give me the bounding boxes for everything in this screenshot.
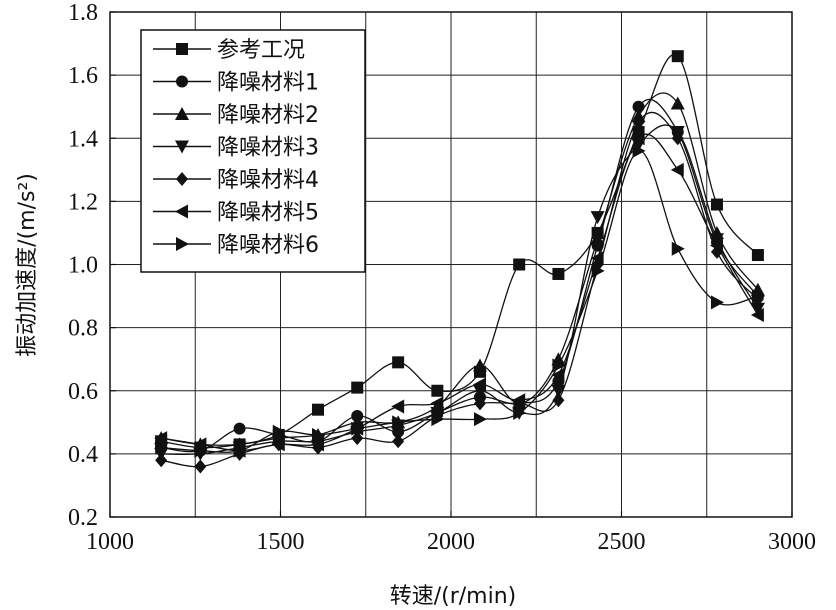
data-point (591, 263, 605, 278)
x-tick-label: 1000 (86, 529, 134, 555)
data-point (431, 412, 445, 427)
data-point (552, 358, 566, 373)
y-axis-label: 振动加速度/(m/s²) (15, 173, 40, 357)
x-tick-label: 2000 (427, 529, 475, 555)
data-point (312, 403, 325, 416)
legend-label: 参考工况 (217, 38, 305, 63)
data-point (671, 131, 684, 146)
data-point (631, 131, 645, 146)
series-group (154, 50, 765, 474)
data-point (751, 249, 764, 262)
y-tick-label: 1.0 (68, 253, 98, 279)
y-tick-label: 1.2 (68, 189, 98, 215)
data-point (670, 96, 685, 110)
y-tick-label: 0.8 (68, 316, 98, 342)
legend-marker (175, 140, 189, 154)
x-axis-label: 转速/(r/min) (390, 584, 517, 609)
y-tick-label: 1.4 (68, 126, 98, 152)
data-point (671, 241, 685, 256)
data-point (272, 424, 286, 439)
x-tick-label: 3000 (768, 529, 816, 555)
data-point (193, 437, 207, 452)
data-point (751, 289, 765, 304)
y-tick-label: 0.6 (68, 379, 98, 405)
data-point (351, 381, 364, 394)
data-point (513, 258, 526, 271)
data-point (472, 377, 486, 392)
y-tick-label: 0.2 (68, 505, 98, 531)
legend-label: 降噪材料4 (217, 168, 319, 193)
data-point (551, 384, 566, 398)
data-point (311, 437, 325, 452)
y-tick-label: 0.4 (68, 442, 98, 468)
data-point (513, 405, 527, 420)
data-point (392, 356, 405, 369)
legend-label: 降噪材料5 (217, 201, 319, 226)
data-point (233, 443, 247, 458)
data-point (392, 434, 405, 449)
data-point (632, 115, 645, 130)
data-point (351, 421, 365, 436)
legend-label: 降噪材料2 (217, 103, 319, 128)
legend-label: 降噪材料1 (217, 71, 319, 96)
data-point (312, 427, 326, 442)
data-point (552, 267, 565, 280)
legend-marker (176, 237, 189, 251)
x-tick-label: 2500 (598, 529, 646, 555)
y-tick-label: 1.8 (68, 0, 98, 26)
y-tick-label: 1.6 (68, 63, 98, 89)
data-point (431, 384, 444, 397)
data-point (750, 308, 764, 322)
legend-marker (175, 107, 189, 120)
data-point (391, 399, 405, 414)
data-point (632, 143, 646, 158)
data-point (392, 415, 406, 430)
data-point (551, 367, 565, 382)
legend-label: 降噪材料3 (217, 136, 319, 161)
x-tick-label: 1500 (257, 529, 305, 555)
data-point (154, 431, 168, 446)
data-point (351, 431, 364, 446)
data-point (472, 358, 487, 372)
legend-box (140, 29, 366, 273)
data-point (233, 422, 246, 435)
legend-label: 降噪材料6 (217, 233, 319, 258)
data-point (750, 302, 765, 316)
data-point (155, 440, 169, 455)
data-point (473, 412, 487, 427)
data-point (473, 396, 486, 411)
data-point (194, 443, 208, 458)
series-6 (154, 131, 764, 458)
data-point (710, 198, 723, 211)
data-point (671, 50, 684, 63)
data-point (430, 396, 444, 411)
legend-marker (176, 75, 188, 88)
data-point (710, 295, 724, 310)
axes: 1000 1500 2000 2500 3000 0.2 0.4 0.6 0.8 1.0 1.2 1.… (68, 0, 816, 555)
series-line (161, 92, 759, 446)
data-point (512, 393, 526, 408)
data-point (590, 211, 605, 225)
data-point (670, 162, 684, 177)
data-point (632, 100, 645, 113)
data-point (271, 437, 285, 452)
legend-marker (175, 204, 188, 219)
legend-marker (176, 172, 188, 186)
legend-marker (176, 43, 188, 55)
data-point (709, 233, 724, 247)
data-point (552, 393, 565, 408)
data-point (590, 232, 605, 246)
data-point (194, 459, 207, 474)
series-7 (155, 143, 765, 458)
data-point (155, 453, 168, 468)
data-point (709, 238, 723, 253)
